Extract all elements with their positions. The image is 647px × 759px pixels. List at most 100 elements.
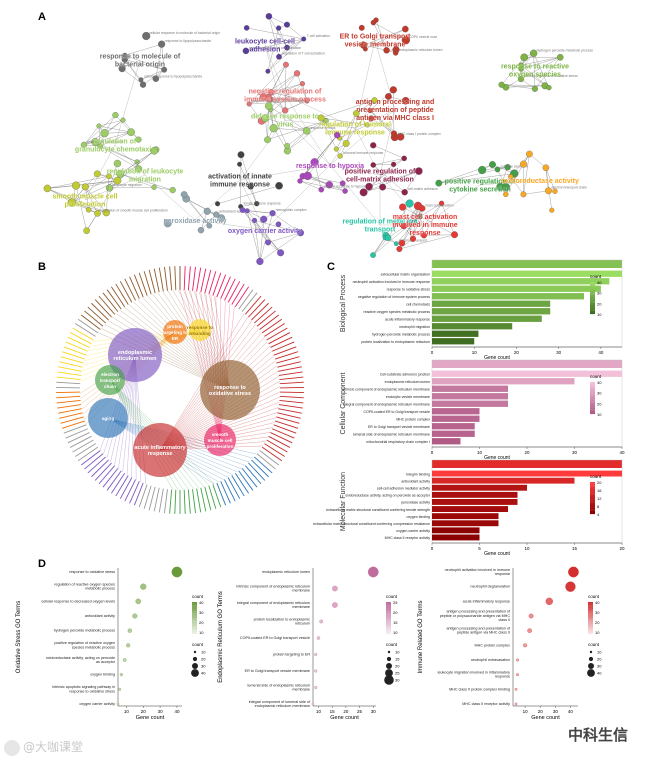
dot-label: hydrogen peroxide metabolic process bbox=[54, 629, 115, 633]
legend-swatch bbox=[590, 499, 595, 502]
legend-swatch bbox=[588, 624, 593, 627]
size-legend-dot bbox=[588, 663, 594, 669]
legend-swatch bbox=[588, 602, 593, 604]
network-edge bbox=[194, 219, 266, 231]
gene-tick bbox=[248, 462, 266, 481]
network-node bbox=[256, 257, 264, 266]
network-node bbox=[96, 123, 102, 129]
network-edge bbox=[194, 179, 241, 221]
gene-tick bbox=[224, 479, 236, 502]
dot-plot-y-title: Endoplasmic Reticulum GO Terms bbox=[218, 591, 224, 683]
network-node bbox=[127, 128, 135, 137]
network-edge bbox=[155, 44, 162, 79]
dot-label: endoplasmic reticulum lumen bbox=[262, 570, 310, 574]
network-edge bbox=[403, 225, 425, 236]
dot-label: protein localization to endoplasmic retic… bbox=[254, 617, 311, 625]
gene-tick bbox=[208, 271, 217, 295]
legend-tick: 20 bbox=[597, 401, 602, 406]
bar bbox=[432, 270, 622, 277]
network-edge bbox=[345, 100, 375, 144]
network-edge bbox=[272, 213, 301, 234]
legend-swatch bbox=[588, 605, 593, 607]
network-edge bbox=[249, 73, 298, 105]
gene-tick bbox=[124, 278, 136, 301]
gene-tick bbox=[119, 477, 133, 499]
legend-swatch bbox=[588, 603, 593, 606]
legend-swatch bbox=[192, 619, 197, 622]
legend-swatch bbox=[386, 603, 391, 606]
gene-tick bbox=[153, 487, 160, 512]
network-edge bbox=[109, 187, 155, 189]
network-node bbox=[217, 214, 226, 222]
term-bubble bbox=[88, 398, 128, 438]
bar-label: neutrophil activation involved in immune… bbox=[353, 280, 430, 284]
x-tick-label: 20 bbox=[514, 350, 520, 355]
legend-tick: 20 bbox=[595, 620, 600, 625]
network-edge bbox=[299, 180, 346, 192]
gene-tick bbox=[279, 381, 304, 385]
gene-tick bbox=[204, 269, 212, 294]
network-node bbox=[97, 143, 103, 149]
legend-tick: 25 bbox=[393, 600, 398, 605]
dot bbox=[314, 669, 318, 673]
bar bbox=[432, 527, 480, 534]
legend-swatch bbox=[386, 614, 391, 617]
legend-swatch bbox=[386, 605, 391, 607]
network-edge bbox=[239, 119, 286, 181]
network-term-label: response to lipopolysaccharide bbox=[165, 39, 212, 43]
gene-tick bbox=[67, 336, 90, 348]
gene-tick bbox=[87, 456, 106, 474]
network-term-label: innate immune response bbox=[244, 202, 281, 206]
gene-tick bbox=[259, 450, 280, 466]
network-edge bbox=[71, 180, 118, 203]
gene-tick bbox=[94, 299, 112, 318]
legend-swatch bbox=[590, 307, 595, 310]
network-edge bbox=[286, 24, 304, 40]
network-node bbox=[293, 70, 301, 77]
legend-title: count bbox=[590, 374, 602, 379]
legend-tick: 10 bbox=[597, 312, 602, 317]
dot bbox=[135, 598, 141, 605]
gene-tick bbox=[69, 332, 92, 345]
network-edge bbox=[404, 170, 420, 193]
network-edge bbox=[545, 167, 556, 192]
legend-swatch bbox=[588, 619, 593, 622]
legend-tick: 10 bbox=[595, 630, 600, 635]
panel-a-letter: A bbox=[38, 11, 46, 23]
network-edge bbox=[438, 173, 515, 184]
legend-swatch bbox=[590, 407, 595, 410]
legend-swatch bbox=[590, 399, 595, 402]
network-edge bbox=[98, 125, 101, 147]
watermark-left: @大咖课堂 bbox=[4, 738, 83, 756]
gene-tick bbox=[264, 443, 285, 457]
network-edge bbox=[412, 203, 442, 239]
network-node bbox=[254, 201, 260, 207]
network-edge bbox=[85, 180, 118, 188]
network-node bbox=[244, 208, 250, 214]
network-node bbox=[206, 222, 213, 229]
term-bubble bbox=[108, 328, 162, 382]
network-edge bbox=[83, 125, 100, 145]
gene-tick bbox=[204, 486, 212, 511]
dot bbox=[367, 566, 379, 578]
gene-tick bbox=[56, 386, 81, 389]
network-edge bbox=[523, 153, 530, 195]
network-edge bbox=[356, 99, 375, 114]
network-edge bbox=[520, 57, 561, 80]
gene-tick bbox=[276, 416, 300, 424]
network-term-label: humoral immune response bbox=[343, 151, 383, 155]
gene-tick bbox=[216, 482, 227, 506]
x-tick-label: 0 bbox=[431, 350, 434, 355]
dot-label: intrinsic component of endoplasmic retic… bbox=[236, 584, 310, 592]
network-edge bbox=[121, 68, 144, 85]
network-edge bbox=[161, 44, 165, 70]
bar-label: oxygen binding bbox=[406, 515, 430, 519]
gene-tick bbox=[183, 266, 186, 291]
dot bbox=[568, 566, 579, 578]
dot-label: neutrophil activation involved in immune… bbox=[445, 568, 510, 576]
cluster-label: ER to Golgi transport vesicle membrane bbox=[340, 34, 411, 49]
size-legend-tick: 30 bbox=[201, 664, 206, 669]
legend-swatch bbox=[590, 293, 595, 295]
bar-label: cell-cell adhesion mediator activity bbox=[377, 487, 430, 491]
gene-tick bbox=[200, 268, 207, 293]
